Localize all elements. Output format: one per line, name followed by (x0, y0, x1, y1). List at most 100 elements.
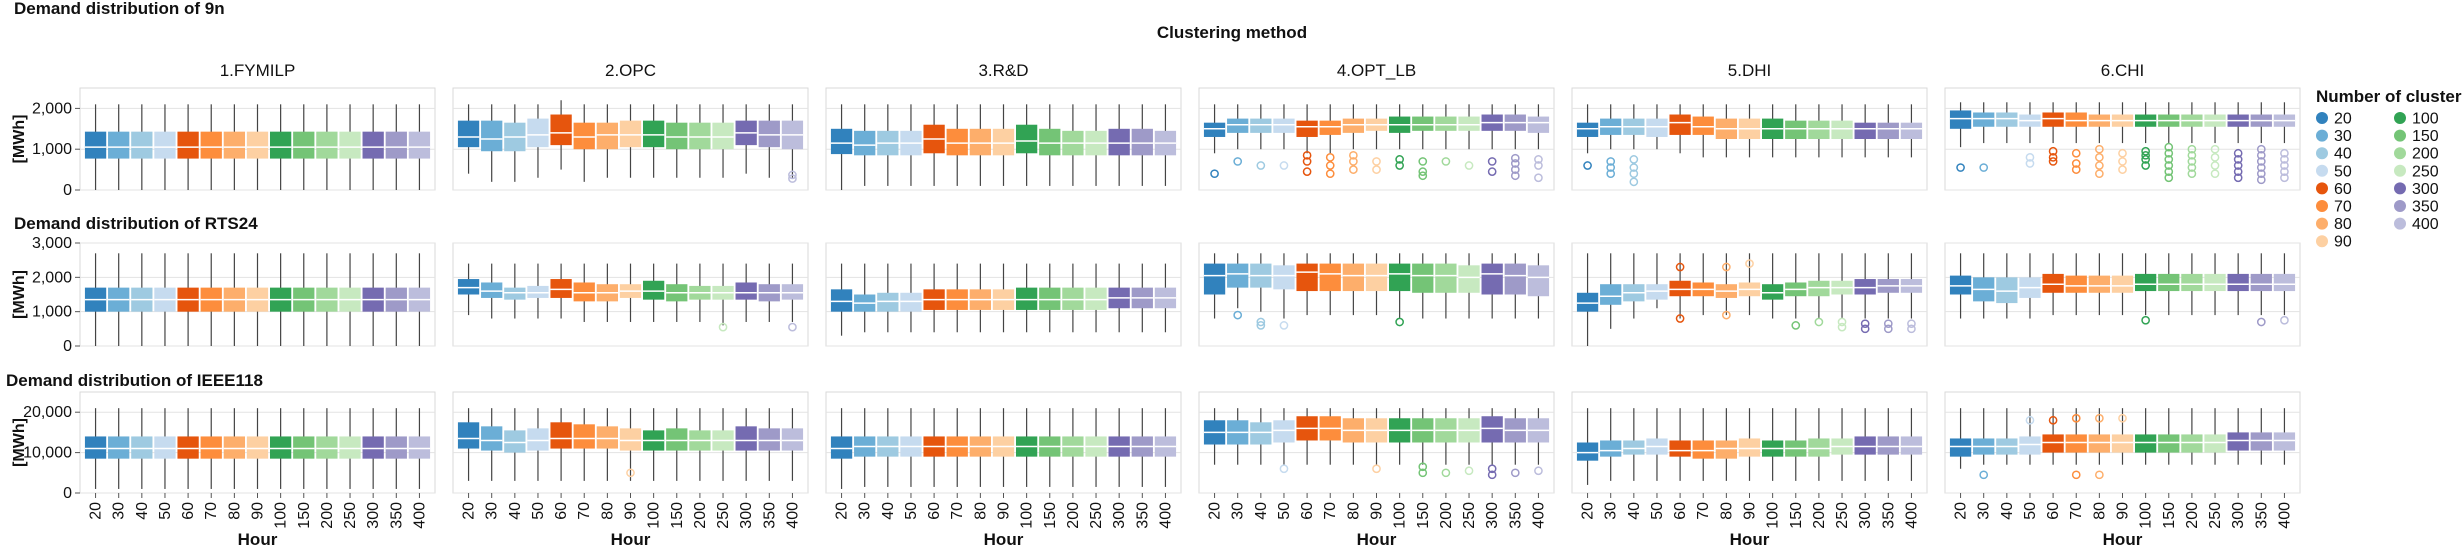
legend-swatch (2394, 164, 2406, 177)
box-30 (108, 104, 130, 190)
box-90 (1738, 104, 1761, 158)
box-50 (1273, 104, 1295, 170)
box-150: 150 (1412, 408, 1434, 529)
box-30 (1600, 253, 1622, 329)
box-100 (1388, 253, 1411, 327)
x-tick-label: 250 (1088, 502, 1105, 529)
box-body (84, 436, 107, 459)
box-body (527, 428, 549, 451)
box-body (108, 436, 130, 459)
x-tick-label: 60 (180, 502, 197, 520)
x-tick-label: 40 (1626, 502, 1643, 520)
box-body (1877, 436, 1899, 455)
box-70: 70 (1319, 408, 1341, 520)
box-100: 100 (269, 408, 292, 529)
outlier-point (1256, 321, 1266, 330)
outlier-point (2141, 150, 2150, 160)
box-body (2065, 434, 2087, 453)
box-350 (758, 104, 780, 178)
x-tick-label: 70 (2068, 502, 2085, 520)
box-100 (642, 263, 665, 322)
outlier-point (1441, 157, 1451, 166)
box-body (1250, 422, 1272, 445)
box-body (1808, 280, 1830, 297)
box-200 (1435, 253, 1457, 319)
box-body (2158, 434, 2180, 453)
box-body (1435, 116, 1457, 131)
outlier-point (2210, 153, 2220, 162)
x-tick-label: 100 (1392, 502, 1409, 529)
panel-1: 0 1,000 2,000 (32, 87, 436, 199)
legend-swatch (2394, 129, 2406, 142)
box-body (1527, 116, 1550, 133)
box-30: 30 (1973, 408, 1995, 520)
box-body (1949, 110, 1972, 129)
box-40 (131, 104, 153, 190)
outlier-point (1395, 317, 1404, 327)
chart-row-3: Demand distribution of IEEE118 [MWh] 0 10,0… (6, 371, 2301, 549)
box-body (1623, 440, 1645, 455)
x-tick-label: 100 (646, 502, 663, 529)
box-90 (992, 263, 1015, 333)
box-body (200, 436, 222, 459)
box-70: 70 (946, 408, 968, 520)
box-body (1296, 120, 1318, 137)
box-body (1949, 438, 1972, 457)
outlier-point (2025, 159, 2035, 168)
box-80: 80 (2088, 408, 2111, 520)
box-body (550, 114, 572, 146)
box-250 (712, 263, 734, 332)
outlier-point (2187, 163, 2197, 172)
box-350: 350 (1504, 408, 1526, 529)
outlier-point (1510, 165, 1520, 174)
box-body (527, 118, 549, 148)
legend-swatch (2394, 182, 2406, 195)
x-tick-label: 50 (1649, 502, 1666, 520)
box-100: 100 (2134, 408, 2157, 529)
outlier-point (1675, 314, 1685, 323)
box-body (1996, 112, 2018, 127)
box-20: 20 (84, 408, 107, 520)
box-80: 80 (596, 408, 619, 520)
box-70 (946, 104, 968, 186)
outlier-point (626, 468, 635, 478)
box-body (2227, 273, 2249, 292)
x-tick-label: 50 (530, 502, 547, 520)
box-150: 150 (666, 408, 688, 529)
box-40 (504, 104, 526, 182)
box-body (408, 436, 431, 459)
box-100 (1015, 104, 1038, 186)
x-tick-label: 150 (1788, 502, 1805, 529)
box-20 (1203, 253, 1226, 319)
x-tick-label: 100 (2138, 502, 2155, 529)
box-30 (1600, 104, 1622, 179)
outlier-point (1534, 173, 1543, 183)
box-350 (1131, 263, 1153, 333)
outlier-point (2233, 173, 2243, 183)
box-40 (504, 263, 526, 319)
box-150 (2158, 253, 2180, 316)
x-tick-label: 400 (1157, 502, 1174, 529)
box-body (946, 128, 968, 156)
box-50: 50 (2019, 408, 2041, 520)
outlier-point (1372, 464, 1381, 474)
outlier-point (1256, 161, 1266, 170)
box-400 (1900, 104, 1923, 158)
box-70: 70 (2065, 408, 2087, 520)
box-400 (1154, 263, 1177, 333)
x-tick-label: 30 (111, 502, 128, 520)
legend-label: 60 (2334, 181, 2352, 198)
box-body (1481, 263, 1503, 295)
x-tick-label: 150 (1042, 502, 1059, 529)
box-body (457, 422, 480, 449)
outlier-point (2187, 150, 2197, 160)
box-300: 300 (1854, 408, 1876, 529)
box-250 (2204, 253, 2226, 316)
box-70 (573, 263, 595, 322)
x-tick-label: 200 (319, 502, 336, 529)
box-100 (2134, 102, 2157, 170)
outlier-point (1441, 468, 1451, 478)
box-350 (758, 263, 780, 322)
box-body (1203, 263, 1226, 295)
